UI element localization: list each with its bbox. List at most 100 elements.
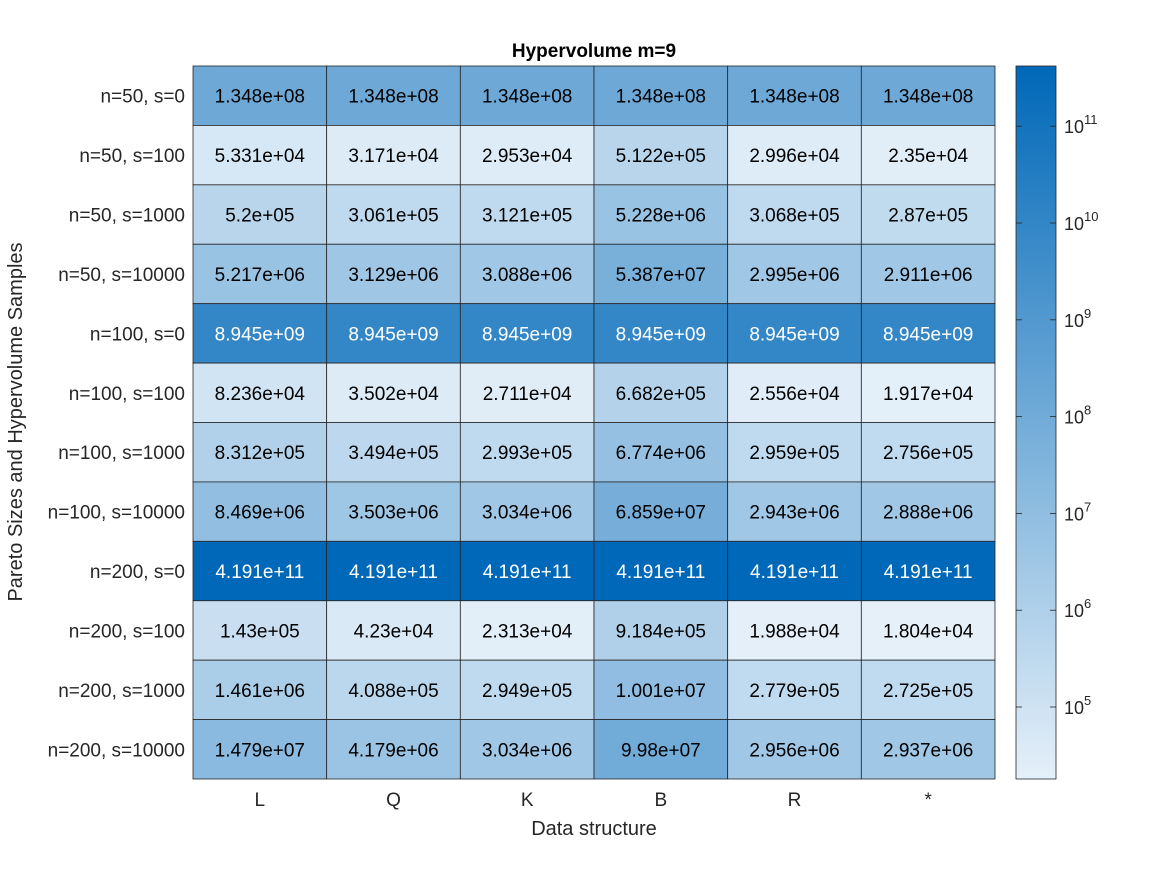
colorbar-tick-label: 1010 (1064, 209, 1099, 234)
cell-value-label: 6.682e+05 (616, 384, 706, 405)
cell-value-label: 3.061e+05 (348, 206, 438, 227)
heatmap-cell (326, 243, 461, 305)
cell-value-label: 3.171e+04 (348, 146, 439, 167)
cell-value-label: 8.945e+09 (749, 324, 839, 345)
heatmap-cell (326, 600, 461, 661)
y-tick-label: n=50, s=1000 (69, 206, 185, 227)
cell-value-label: 1.348e+08 (482, 87, 572, 108)
heatmap-cell (192, 65, 328, 126)
heatmap-cell (727, 600, 862, 661)
cell-value-label: 4.088e+05 (348, 681, 438, 702)
heatmap-cell (192, 481, 328, 542)
cell-value-label: 4.191e+11 (616, 562, 705, 583)
cell-value-label: 3.502e+04 (348, 384, 439, 405)
cell-value-label: 3.034e+06 (482, 740, 572, 761)
heatmap-cell (326, 540, 461, 602)
cell-value-label: 2.937e+06 (883, 740, 973, 761)
heatmap-cell (727, 362, 862, 423)
cell-value-label: 3.034e+06 (482, 503, 572, 524)
cell-value-label: 4.191e+11 (884, 562, 973, 583)
x-axis-label: Data structure (531, 818, 657, 840)
y-tick-label: n=100, s=10000 (48, 503, 185, 524)
cell-value-label: 2.35e+04 (888, 146, 968, 167)
cell-value-label: 8.236e+04 (215, 384, 306, 405)
y-tick-label: n=100, s=1000 (58, 443, 185, 464)
heatmap-cell (326, 422, 461, 483)
heatmap-cell (593, 243, 729, 305)
cell-value-label: 2.888e+06 (883, 503, 973, 524)
heatmap-cell (860, 659, 996, 720)
heatmap-cell (593, 303, 729, 364)
cell-value-label: 2.725e+05 (883, 681, 973, 702)
heatmap-cell (326, 184, 461, 245)
heatmap-cell (860, 362, 996, 423)
y-tick-label: n=200, s=0 (90, 562, 185, 583)
cell-value-label: 2.556e+04 (749, 384, 840, 405)
heatmap-cell (593, 65, 729, 126)
heatmap-cell (192, 362, 328, 423)
heatmap-cell (459, 481, 595, 542)
heatmap-cell (192, 303, 328, 364)
heatmap-cell (860, 125, 996, 186)
cell-value-label: 2.779e+05 (749, 681, 839, 702)
heatmap-cell (593, 719, 729, 780)
cell-value-label: 3.121e+05 (482, 206, 572, 227)
cell-value-label: 5.228e+06 (616, 206, 706, 227)
heatmap-cell (459, 540, 595, 602)
cell-value-label: 5.217e+06 (215, 265, 305, 286)
heatmap-cell (860, 481, 996, 542)
heatmap-cell (192, 422, 328, 483)
heatmap-cell (727, 243, 862, 305)
cell-value-label: 3.088e+06 (482, 265, 572, 286)
heatmap-cell (727, 481, 862, 542)
cell-value-label: 2.949e+05 (482, 681, 572, 702)
heatmap-cell (459, 184, 595, 245)
y-tick-label: n=50, s=100 (79, 146, 185, 167)
heatmap-cell (326, 65, 461, 126)
cell-value-label: 2.995e+06 (749, 265, 839, 286)
cell-value-label: 3.129e+06 (348, 265, 438, 286)
cell-value-label: 8.945e+09 (215, 324, 305, 345)
y-tick-label: n=200, s=1000 (58, 681, 185, 702)
heatmap-cell (860, 184, 996, 245)
cell-value-label: 2.911e+06 (884, 265, 973, 286)
colorbar: 105 106 107 108 109 1010 1011 (1015, 65, 1099, 780)
cell-value-label: 4.23e+04 (354, 621, 434, 642)
cell-value-label: 8.945e+09 (616, 324, 706, 345)
heatmap-cell (727, 303, 862, 364)
cell-value-label: 4.179e+06 (348, 740, 438, 761)
heatmap-cell (727, 65, 862, 126)
x-tick-label: K (521, 790, 534, 811)
x-tick-label: Q (386, 790, 401, 811)
cell-value-label: 8.312e+05 (215, 443, 305, 464)
cell-value-label: 9.184e+05 (616, 621, 706, 642)
cell-value-label: 2.711e+04 (483, 384, 572, 405)
heatmap-cell (192, 659, 328, 720)
colorbar-gradient (1015, 65, 1057, 780)
heatmap-cell (860, 243, 996, 305)
heatmap-cell (860, 422, 996, 483)
cell-value-label: 1.348e+08 (616, 87, 706, 108)
cell-value-label: 3.494e+05 (348, 443, 438, 464)
colorbar-tick-label: 107 (1064, 499, 1091, 524)
x-tick-label: * (924, 790, 932, 811)
cell-value-label: 1.917e+04 (883, 384, 974, 405)
x-tick-labels: L Q K B R * (255, 790, 933, 811)
cell-value-label: 4.191e+11 (750, 562, 839, 583)
heatmap-cell (593, 422, 729, 483)
y-tick-label: n=200, s=100 (69, 621, 185, 642)
heatmap-cell (860, 303, 996, 364)
cell-value-label: 3.503e+06 (348, 503, 438, 524)
cell-value-label: 8.945e+09 (348, 324, 438, 345)
cell-value-label: 1.461e+06 (215, 681, 305, 702)
cell-value-label: 5.122e+05 (616, 146, 706, 167)
y-tick-label: n=200, s=10000 (48, 740, 185, 761)
y-tick-label: n=100, s=100 (69, 384, 185, 405)
heatmap-cell (459, 600, 595, 661)
cell-value-label: 8.469e+06 (215, 503, 305, 524)
cell-value-label: 1.43e+05 (220, 621, 300, 642)
cell-value-label: 2.756e+05 (883, 443, 973, 464)
heatmap-cell (459, 243, 595, 305)
cell-value-label: 5.331e+04 (215, 146, 306, 167)
